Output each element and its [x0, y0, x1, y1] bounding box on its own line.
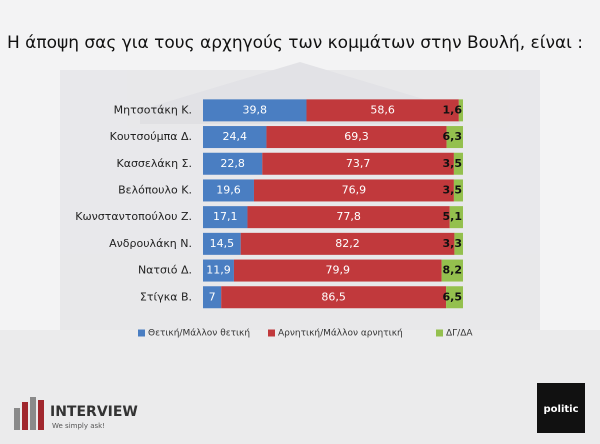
legend-label: Αρνητική/Μάλλον αρνητική	[278, 329, 403, 339]
value-label: 24,4	[222, 130, 247, 143]
bar-segment	[449, 206, 463, 229]
value-label: 58,6	[370, 103, 395, 116]
value-label: 11,9	[206, 264, 231, 277]
bar-segment	[253, 179, 454, 202]
value-label: 77,8	[336, 210, 361, 223]
value-label: 3,5	[443, 157, 463, 170]
bar-segment	[203, 259, 234, 282]
bar-segment	[453, 179, 463, 202]
bar-segment	[203, 286, 222, 309]
brand-right: politic	[543, 404, 578, 415]
bar-segment	[454, 232, 463, 255]
bar-segment	[446, 286, 463, 309]
value-label: 7	[209, 290, 216, 303]
bar-segment	[240, 232, 455, 255]
value-label: 3,5	[443, 183, 463, 196]
bar-segment	[446, 126, 463, 149]
value-label: 76,9	[342, 183, 367, 196]
value-label: 8,2	[443, 264, 463, 277]
value-label: 79,9	[326, 264, 351, 277]
legend-swatch	[138, 329, 145, 337]
legend-swatch	[268, 329, 275, 337]
bar-segment	[203, 152, 263, 175]
chart-title: Η άποψη σας για τους αρχηγούς των κομμάτ…	[7, 33, 583, 53]
category-label: Κασσελάκη Σ.	[116, 157, 192, 170]
value-label: 82,2	[335, 237, 360, 250]
value-label: 86,5	[321, 290, 346, 303]
value-label: 1,6	[443, 103, 463, 116]
value-label: 19,6	[216, 183, 241, 196]
bar-segment	[203, 232, 241, 255]
value-label: 6,5	[443, 290, 463, 303]
logo-left: INTERVIEW We simply ask!	[14, 397, 138, 430]
logo-right: politic	[537, 383, 585, 433]
bar-segment	[203, 126, 267, 149]
bar-segment	[203, 206, 248, 229]
category-label: Νατσιό Δ.	[138, 264, 192, 277]
legend-label: ΔΓ/ΔΑ	[446, 329, 473, 339]
category-label: Κουτσούμπα Δ.	[110, 130, 192, 143]
value-label: 3,3	[443, 237, 463, 250]
bar-segment	[203, 99, 307, 122]
category-label: Μητσοτάκη Κ.	[114, 103, 192, 116]
bar-segment	[247, 206, 450, 229]
value-label: 73,7	[346, 157, 371, 170]
bar-segment	[266, 126, 447, 149]
legend-label: Θετική/Μάλλον θετική	[148, 329, 250, 339]
value-label: 39,8	[242, 103, 267, 116]
bar-segment	[262, 152, 454, 175]
bar-segment	[203, 179, 254, 202]
legend-swatch	[436, 329, 443, 337]
brand-tagline: We simply ask!	[52, 422, 105, 430]
category-label: Ανδρουλάκη Ν.	[109, 237, 192, 250]
value-label: 14,5	[210, 237, 235, 250]
value-label: 17,1	[213, 210, 238, 223]
bar-segment	[453, 152, 463, 175]
bar-segment	[458, 99, 463, 122]
category-label: Στίγκα Β.	[140, 290, 192, 303]
bar-segment	[306, 99, 459, 122]
bar-segment	[233, 259, 442, 282]
category-label: Κωνσταντοπούλου Ζ.	[75, 210, 192, 223]
brand-name: INTERVIEW	[50, 404, 138, 420]
value-label: 5,1	[443, 210, 463, 223]
value-label: 69,3	[344, 130, 369, 143]
bar-segment	[441, 259, 463, 282]
value-label: 22,8	[220, 157, 245, 170]
value-label: 6,3	[443, 130, 463, 143]
bar-segment	[221, 286, 447, 309]
category-label: Βελόπουλο Κ.	[118, 183, 192, 196]
